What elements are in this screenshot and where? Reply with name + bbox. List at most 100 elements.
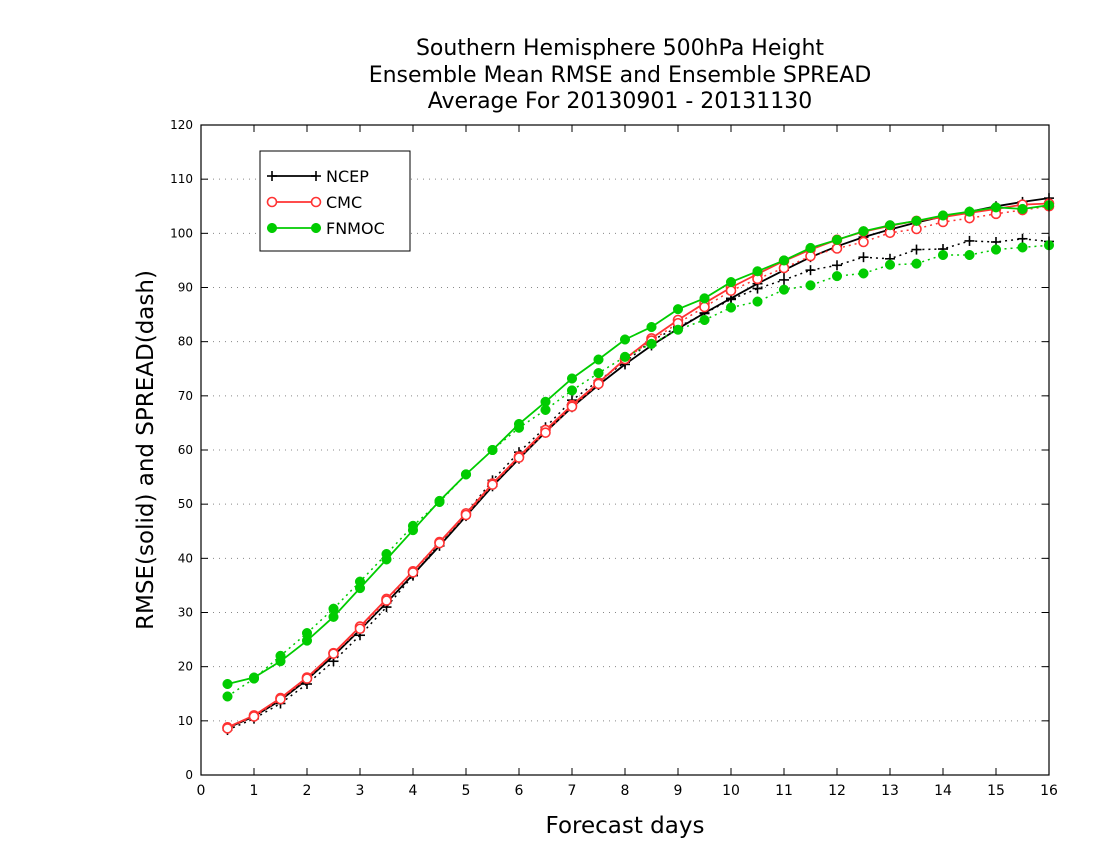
- data-point-fnmoc-rmse: [964, 206, 975, 217]
- data-point-fnmoc-spread: [354, 576, 366, 587]
- data-point-cmc-spread: [858, 236, 869, 248]
- y-tick-label: 10: [178, 714, 193, 728]
- series-layer: [222, 193, 1055, 736]
- data-point-fnmoc-rmse: [937, 210, 949, 221]
- x-tick-label: 14: [934, 783, 952, 799]
- data-point-cmc-spread: [275, 693, 286, 705]
- y-tick-label: 110: [170, 172, 193, 186]
- data-point-fnmoc-spread: [407, 520, 419, 531]
- x-tick-label: 0: [197, 783, 206, 799]
- data-point-fnmoc-spread: [858, 268, 869, 279]
- data-point-cmc-spread: [831, 243, 843, 254]
- data-point-fnmoc-rmse: [911, 215, 922, 226]
- x-axis-label: Forecast days: [546, 813, 705, 839]
- series-line-fnmoc-rmse: [227, 204, 1050, 685]
- data-point-fnmoc-spread: [248, 673, 260, 684]
- data-point-fnmoc-spread: [1017, 242, 1028, 253]
- x-tick-label: 8: [621, 783, 630, 799]
- data-point-fnmoc-rmse: [990, 202, 1002, 213]
- x-tick-label: 16: [1040, 783, 1058, 799]
- data-point-cmc-spread: [248, 711, 260, 722]
- data-point-fnmoc-rmse: [566, 373, 578, 384]
- data-point-ncep-spread: [832, 260, 842, 271]
- series-ncep-spread: [222, 233, 1054, 736]
- y-tick-label: 80: [178, 335, 193, 349]
- data-point-fnmoc-spread: [381, 548, 392, 560]
- data-point-fnmoc-spread: [460, 469, 472, 480]
- data-point-fnmoc-spread: [619, 351, 631, 362]
- data-point-ncep-spread: [779, 274, 789, 285]
- legend-box: [259, 150, 411, 252]
- data-point-cmc-spread: [407, 567, 419, 578]
- x-tick-label: 2: [303, 783, 312, 799]
- data-point-cmc-spread: [699, 301, 710, 313]
- series-cmc-rmse: [222, 198, 1055, 733]
- legend-marker: [311, 171, 321, 181]
- data-point-fnmoc-spread: [725, 302, 737, 313]
- series-fnmoc-rmse: [222, 200, 1055, 690]
- data-point-fnmoc-rmse: [805, 242, 816, 254]
- legend: NCEP CMC FNMOC: [259, 150, 411, 252]
- x-tick-label: 15: [987, 783, 1005, 799]
- data-point-cmc-spread: [566, 401, 578, 412]
- data-point-fnmoc-rmse: [593, 354, 604, 365]
- data-point-fnmoc-spread: [593, 368, 604, 379]
- y-tick-label: 120: [170, 118, 193, 132]
- y-tick-label: 30: [178, 606, 193, 620]
- data-point-fnmoc-rmse: [831, 234, 843, 245]
- data-point-fnmoc-spread: [911, 258, 922, 269]
- y-tick-label: 70: [178, 389, 193, 403]
- x-tick-label: 7: [568, 783, 577, 799]
- data-point-fnmoc-spread: [566, 385, 578, 396]
- series-line-cmc-spread: [227, 205, 1050, 730]
- data-point-fnmoc-spread: [275, 650, 286, 661]
- data-point-ncep-spread: [858, 252, 869, 263]
- data-point-cmc-spread: [328, 648, 339, 659]
- data-point-cmc-spread: [540, 427, 551, 438]
- data-point-ncep-spread: [964, 235, 975, 246]
- data-point-fnmoc-spread: [646, 338, 657, 349]
- data-point-fnmoc-spread: [222, 691, 233, 702]
- data-point-ncep-spread: [1017, 233, 1028, 244]
- data-point-fnmoc-rmse: [752, 266, 763, 277]
- x-tick-label: 12: [828, 783, 846, 799]
- data-point-fnmoc-spread: [964, 249, 975, 261]
- data-point-ncep-spread: [911, 244, 922, 255]
- y-axis-label: RMSE(solid) and SPREAD(dash): [133, 270, 159, 630]
- data-point-fnmoc-spread: [487, 444, 498, 456]
- data-point-fnmoc-spread: [831, 271, 843, 282]
- legend-marker: [310, 196, 322, 208]
- y-tick-label: 60: [178, 443, 193, 457]
- legend-entry-fnmoc: FNMOC: [266, 219, 385, 238]
- data-point-fnmoc-spread: [540, 404, 551, 415]
- data-point-fnmoc-spread: [884, 259, 896, 270]
- data-point-cmc-spread: [434, 537, 445, 549]
- y-tick-label: 100: [170, 226, 193, 240]
- legend-entry-cmc: CMC: [266, 193, 362, 212]
- data-point-cmc-spread: [725, 285, 737, 297]
- x-tick-label: 1: [250, 783, 259, 799]
- data-point-ncep-spread: [805, 265, 816, 276]
- data-point-fnmoc-rmse: [222, 678, 233, 690]
- legend-marker: [266, 222, 278, 234]
- series-fnmoc-spread: [222, 240, 1055, 702]
- data-point-fnmoc-spread: [301, 628, 313, 639]
- y-tick-label: 50: [178, 497, 193, 511]
- series-line-ncep-spread: [227, 238, 1050, 731]
- legend-marker: [267, 171, 277, 181]
- grid: [201, 178, 1049, 722]
- data-point-ncep-spread: [752, 283, 763, 294]
- chart-title-line-3: Average For 20130901 - 20131130: [427, 89, 813, 114]
- data-point-cmc-spread: [354, 623, 366, 635]
- legend-label: CMC: [326, 193, 362, 212]
- legend-label: FNMOC: [326, 219, 385, 238]
- data-point-fnmoc-rmse: [619, 334, 631, 345]
- x-tick-label: 4: [409, 783, 418, 799]
- data-point-fnmoc-spread: [699, 314, 710, 326]
- data-point-fnmoc-rmse: [672, 304, 684, 315]
- y-tick-label: 0: [185, 768, 193, 782]
- data-point-fnmoc-rmse: [725, 277, 737, 288]
- x-tick-label: 5: [462, 783, 471, 799]
- data-point-fnmoc-rmse: [858, 226, 869, 237]
